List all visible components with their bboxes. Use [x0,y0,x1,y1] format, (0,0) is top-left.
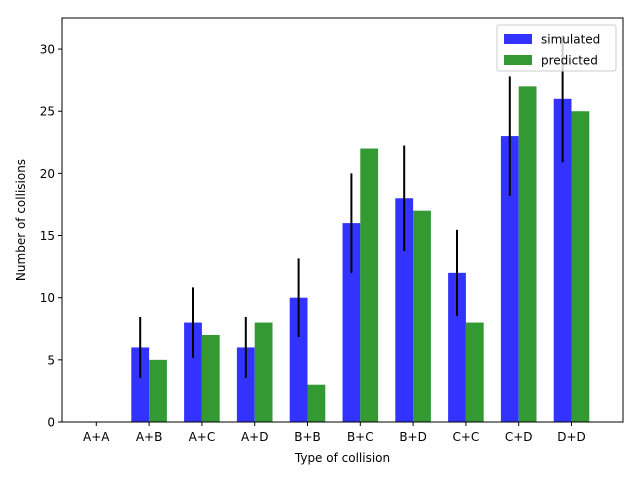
y-tick-label: 5 [47,353,55,367]
x-tick-label: A+D [241,430,269,444]
bar-simulated-b-c [342,223,361,422]
bar-simulated-a-c [184,322,202,422]
x-tick-label: B+B [294,430,321,444]
bar-simulated-c-d [500,136,519,423]
y-axis-ticks: 0 5 10 15 20 25 30 [40,43,62,430]
y-tick-label: 30 [40,43,55,57]
legend-label-simulated: simulated [541,33,600,47]
y-axis-label: Number of collisions [14,159,28,281]
legend-swatch-simulated [504,34,532,44]
bar-simulated-d-d [553,98,572,423]
axes-frame [61,17,624,423]
y-tick-label: 15 [40,229,55,243]
x-tick-label: C+C [452,430,479,444]
bar-simulated-c-c [448,272,466,422]
y-tick-label: 10 [40,291,55,305]
x-tick-label: A+C [189,430,216,444]
x-axis-label: Type of collision [294,451,390,465]
plot-area [131,35,590,423]
x-tick-label: D+D [557,430,586,444]
x-tick-label: C+D [505,430,533,444]
bar-predicted-b-d [413,210,431,422]
bar-predicted-a-b [149,359,167,422]
bar-simulated-b-d [395,198,414,422]
bar-predicted-c-d [518,86,537,422]
x-tick-label: B+C [347,430,374,444]
bar-predicted-d-d [571,111,590,422]
bar-predicted-a-d [254,322,273,422]
legend: simulated predicted [496,24,617,72]
legend-swatch-predicted [504,55,532,65]
bar-simulated-b-b [289,297,308,422]
bar-predicted-b-b [307,384,326,422]
bar-predicted-c-c [465,322,484,422]
x-tick-label: B+D [399,430,427,444]
bar-simulated-a-d [236,347,255,422]
bar-simulated-a-b [131,347,150,422]
y-tick-label: 0 [47,416,55,430]
bar-predicted-a-c [201,334,220,422]
x-axis-ticks: A+A A+B A+C A+D B+B B+C B+D C+C C+D D+D [83,422,586,444]
y-tick-label: 20 [40,167,55,181]
bar-predicted-b-c [360,148,379,422]
x-tick-label: A+B [136,430,163,444]
legend-label-predicted: predicted [541,54,598,68]
x-tick-label: A+A [83,430,110,444]
y-tick-label: 25 [40,105,55,119]
